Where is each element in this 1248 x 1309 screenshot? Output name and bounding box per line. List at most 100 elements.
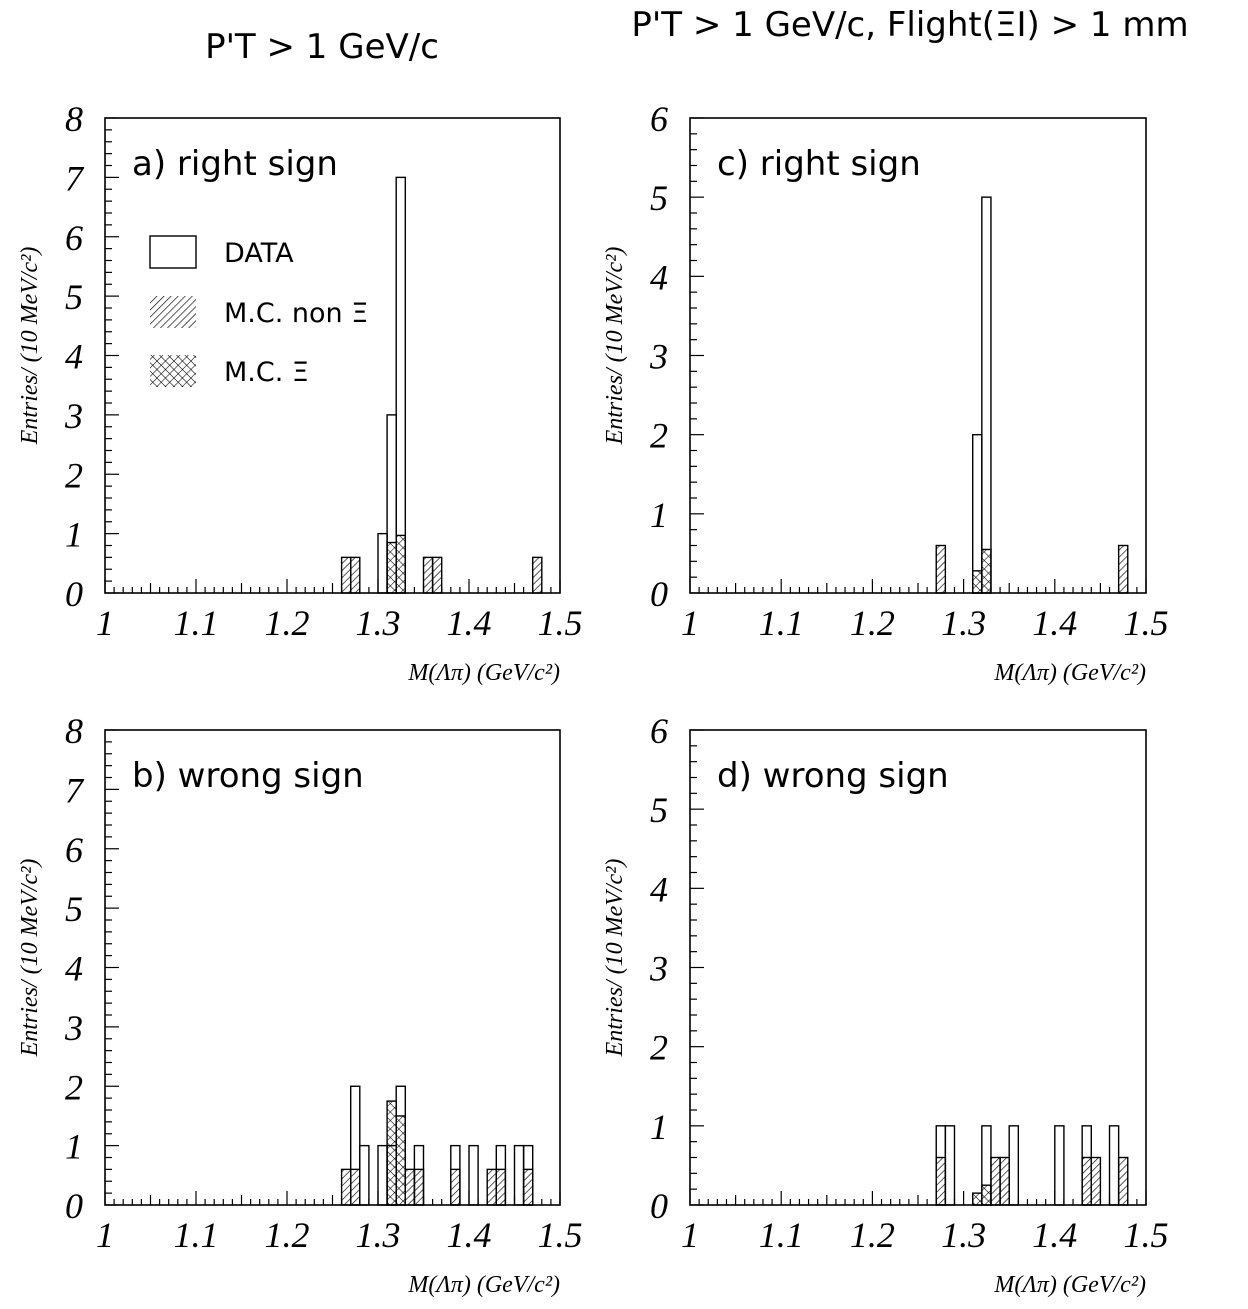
plot-frame-c [689,117,1147,594]
x-tick-label-c-2: 1.2 [850,603,895,643]
x-tick-label-d-0: 1 [681,1215,699,1255]
x-tick-label-d-1: 1.1 [759,1215,804,1255]
y-tick-label-d-3: 3 [649,949,668,989]
legend-mc-xi-swatch [150,355,196,387]
x-tick-label-b-3: 1.3 [356,1215,401,1255]
plot-frame-d [689,729,1147,1206]
bar-b-s1-b2 [404,1168,416,1206]
bar-c-s1-b0 [935,544,947,594]
bar-a-s2-b0 [386,541,397,594]
y-tick-label-c-4: 4 [650,257,668,297]
x-axis-label-d: M(Λπ) (GeV/c²) [993,1272,1146,1298]
bar-d-s1-b2 [999,1156,1010,1206]
bar-d-s1-b3 [1081,1156,1092,1206]
legend-mc-xi-label: M.C. Ξ [224,357,309,388]
bar-b-s2-b1 [395,1115,407,1206]
y-tick-label-b-8: 8 [65,711,83,751]
y-tick-label-d-6: 6 [650,711,668,751]
bar-d-s1-b5 [1117,1156,1129,1206]
y-tick-label-a-5: 5 [65,277,83,317]
bar-c-s2-b1 [981,548,992,594]
bar-b-s1-b1 [350,1168,361,1206]
bar-d-s2-b0 [972,1192,983,1206]
bar-b-s0-b7 [468,1144,479,1206]
legend: DATA M.C. non Ξ M.C. Ξ [149,235,368,388]
y-tick-label-b-0: 0 [65,1186,83,1226]
right-panel-title: P'T > 1 GeV/c, Flight(ΞI) > 1 mm [631,5,1188,45]
y-tick-label-a-0: 0 [65,574,83,614]
bar-b-s1-b4 [450,1168,461,1206]
x-axis-label-b: M(Λπ) (GeV/c²) [407,1272,560,1298]
x-tick-label-c-5: 1.5 [1124,603,1169,643]
y-tick-label-c-3: 3 [649,337,668,377]
bar-b-s0-b2 [377,1144,388,1206]
bar-a-s1-b4 [532,556,543,594]
x-tick-label-a-3: 1.3 [356,603,401,643]
y-tick-label-b-4: 4 [65,949,83,989]
x-tick-label-d-4: 1.4 [1032,1215,1077,1255]
x-tick-label-a-4: 1.4 [447,603,492,643]
x-axis-label-c: M(Λπ) (GeV/c²) [993,660,1146,686]
x-tick-label-b-4: 1.4 [447,1215,492,1255]
bar-a-s1-b2 [422,556,434,594]
left-panel-title: P'T > 1 GeV/c [205,27,439,67]
x-tick-label-c-4: 1.4 [1032,603,1077,643]
y-tick-label-a-8: 8 [65,99,83,139]
y-tick-label-d-4: 4 [650,869,668,909]
bar-d-s1-b4 [1090,1156,1102,1206]
x-tick-label-b-0: 1 [96,1215,114,1255]
bar-a-s1-b1 [350,556,361,594]
y-axis-label-a: Entries/ (10 MeV/c²) [17,247,43,446]
bar-b-s2-b0 [386,1100,397,1206]
x-tick-label-c-3: 1.3 [941,603,986,643]
y-tick-label-d-2: 2 [650,1028,668,1068]
y-axis-label-b: Entries/ (10 MeV/c²) [17,859,43,1058]
x-tick-label-a-5: 1.5 [538,603,583,643]
bar-b-s1-b7 [522,1168,534,1206]
x-tick-label-d-3: 1.3 [941,1215,986,1255]
y-tick-label-a-1: 1 [65,515,83,555]
y-tick-label-d-5: 5 [650,790,668,830]
bar-b-s1-b6 [495,1168,507,1206]
panel-label-a: a) right sign [132,144,338,184]
x-tick-label-c-1: 1.1 [759,603,804,643]
bar-d-s0-b1 [944,1125,956,1206]
bar-d-s2-b1 [981,1184,992,1206]
y-tick-label-d-1: 1 [650,1107,668,1147]
bar-c-s1-b1 [1117,544,1129,594]
y-tick-label-c-2: 2 [650,416,668,456]
x-tick-label-b-1: 1.1 [174,1215,219,1255]
bar-d-s0-b6 [1108,1125,1120,1206]
y-tick-label-c-1: 1 [650,495,668,535]
y-tick-label-a-6: 6 [65,218,83,258]
bar-a-s0-b2 [395,176,407,594]
y-tick-label-b-7: 7 [65,770,85,810]
bar-d-s1-b1 [990,1156,1001,1206]
bar-b-s0-b9 [513,1144,525,1206]
bar-a-s2-b1 [395,534,407,594]
bar-d-s1-b0 [935,1156,947,1206]
plot-frame-b [104,729,561,1206]
y-axis-label-c: Entries/ (10 MeV/c²) [602,247,628,446]
y-tick-label-a-3: 3 [64,396,83,436]
bar-a-s0-b0 [377,532,388,594]
panel-label-c: c) right sign [717,144,921,184]
legend-mc-non-xi-label: M.C. non Ξ [224,298,368,329]
x-tick-label-a-2: 1.2 [265,603,310,643]
bar-b-s0-b1 [359,1144,370,1206]
x-tick-label-a-1: 1.1 [174,603,219,643]
bar-b-s1-b0 [340,1168,352,1206]
y-tick-label-a-7: 7 [65,158,85,198]
panel-label-d: d) wrong sign [717,756,949,796]
y-axis-label-d: Entries/ (10 MeV/c²) [602,859,628,1058]
x-axis-label-a: M(Λπ) (GeV/c²) [407,660,560,686]
y-tick-label-d-0: 0 [650,1186,668,1226]
bar-a-s1-b0 [340,556,352,594]
panel-label-b: b) wrong sign [132,756,364,796]
y-tick-label-a-4: 4 [65,337,83,377]
